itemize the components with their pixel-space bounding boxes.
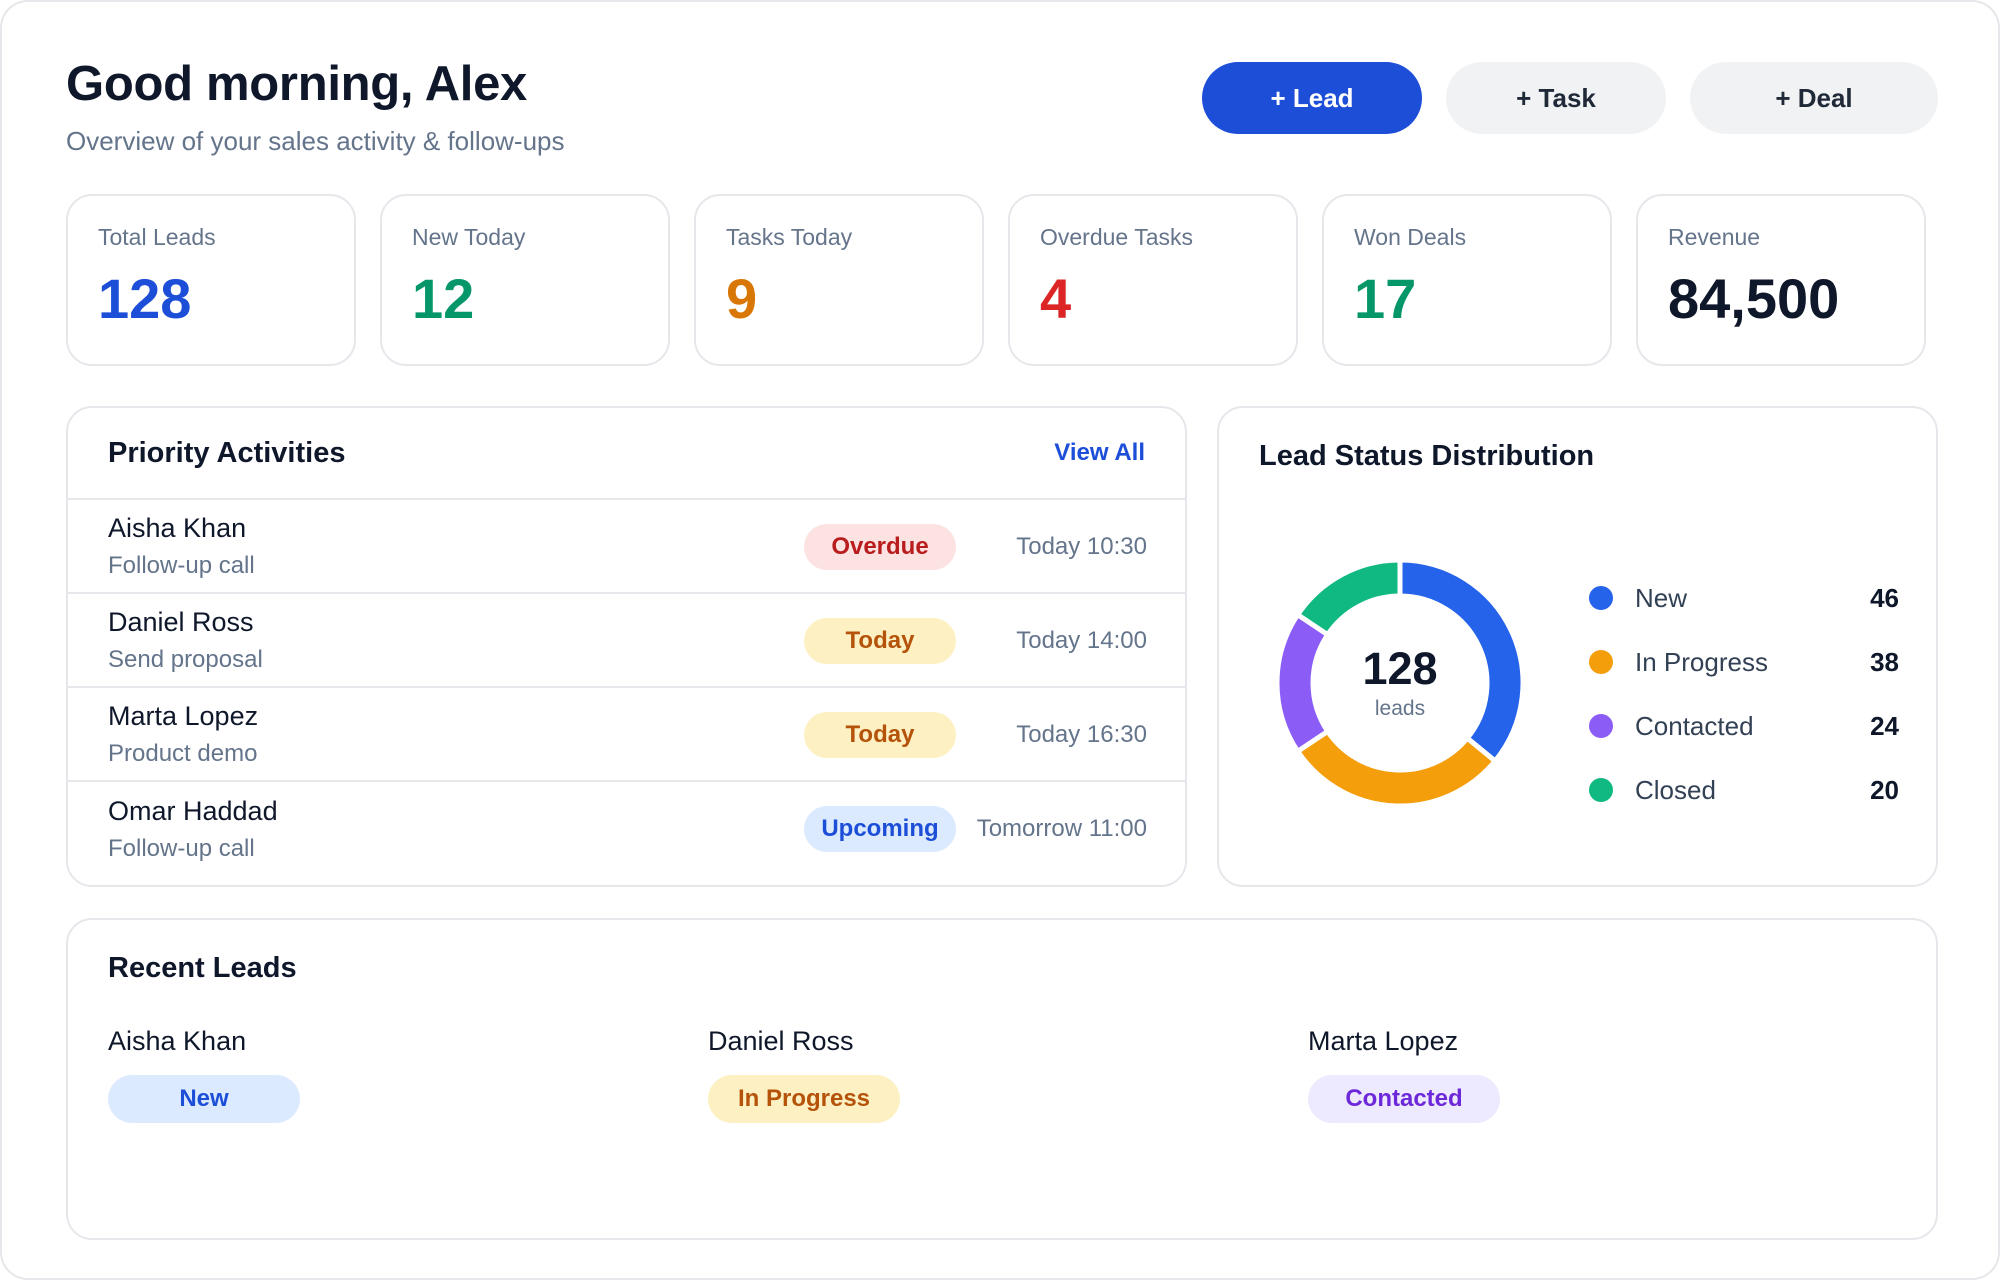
kpi-label: Overdue Tasks [1040, 224, 1193, 250]
activity-time: Today 16:30 [1016, 721, 1147, 748]
donut-unit: leads [1374, 696, 1426, 720]
donut-segment-new [1397, 558, 1525, 765]
kpi-value: 84,500 [1668, 267, 1840, 330]
kpi-label: Tasks Today [726, 224, 853, 250]
kpi-value: 4 [1040, 267, 1072, 330]
status-badge: Upcoming [804, 806, 956, 852]
kpi-card-won-deals[interactable]: Won Deals 17 [1322, 194, 1612, 366]
kpi-value: 12 [412, 267, 475, 330]
activity-description: Send proposal [108, 645, 263, 673]
legend-label: Contacted [1635, 710, 1754, 741]
legend-value: 24 [1870, 710, 1899, 741]
activity-info: Omar Haddad Follow-up call [108, 796, 1145, 863]
activity-row[interactable]: Aisha Khan Follow-up call Overdue Today … [68, 500, 1185, 594]
chart-legend: New 46 In Progress 38 Contacted 24 Close… [1589, 566, 1899, 822]
kpi-card-revenue[interactable]: Revenue 84,500 [1636, 194, 1926, 366]
activity-contact-name: Aisha Khan [108, 512, 247, 543]
kpi-label: Total Leads [98, 224, 216, 250]
lead-status-badge: Contacted [1308, 1075, 1500, 1123]
lead-status-badge: New [108, 1075, 300, 1123]
activity-description: Follow-up call [108, 834, 255, 862]
lead-status-distribution-panel: Lead Status Distribution 128 leads New 4… [1217, 406, 1938, 887]
activity-contact-name: Omar Haddad [108, 795, 278, 826]
lead-card[interactable]: Aisha Khan New [108, 1026, 300, 1123]
kpi-card-overdue-tasks[interactable]: Overdue Tasks 4 [1008, 194, 1298, 366]
priority-activities-panel: Priority Activities View All Aisha Khan … [66, 406, 1187, 887]
legend-item-closed: Closed 20 [1589, 758, 1899, 822]
page-title: Good morning, Alex [66, 57, 528, 111]
kpi-value: 9 [726, 267, 758, 330]
status-badge: Overdue [804, 524, 956, 570]
legend-value: 20 [1870, 774, 1899, 805]
legend-item-new: New 46 [1589, 566, 1899, 630]
legend-value: 38 [1870, 646, 1899, 677]
quick-actions: + Lead + Task + Deal [1202, 62, 1938, 134]
kpi-label: New Today [412, 224, 526, 250]
donut-segment-closed [1294, 558, 1403, 639]
activity-description: Follow-up call [108, 551, 255, 579]
lead-status-badge: In Progress [708, 1075, 900, 1123]
lead-name: Daniel Ross [708, 1026, 854, 1056]
view-all-link[interactable]: View All [1054, 439, 1145, 466]
legend-item-contacted: Contacted 24 [1589, 694, 1899, 758]
activity-contact-name: Marta Lopez [108, 700, 259, 731]
legend-dot [1589, 586, 1613, 610]
kpi-label: Won Deals [1354, 224, 1467, 250]
kpi-label: Revenue [1668, 224, 1761, 250]
activity-info: Marta Lopez Product demo [108, 701, 1145, 768]
kpi-card-new-today[interactable]: New Today 12 [380, 194, 670, 366]
legend-dot [1589, 778, 1613, 802]
page-subtitle: Overview of your sales activity & follow… [66, 126, 565, 156]
activity-time: Tomorrow 11:00 [976, 815, 1147, 842]
activity-info: Daniel Ross Send proposal [108, 607, 1145, 674]
legend-label: In Progress [1635, 646, 1768, 677]
activity-row[interactable]: Daniel Ross Send proposal Today Today 14… [68, 594, 1185, 688]
add-lead-button[interactable]: + Lead [1202, 62, 1422, 134]
lead-name: Aisha Khan [108, 1026, 247, 1056]
activity-row[interactable]: Omar Haddad Follow-up call Upcoming Tomo… [68, 782, 1185, 876]
recent-leads-panel: Recent Leads Aisha Khan New Daniel Ross … [66, 918, 1938, 1240]
lead-name: Marta Lopez [1308, 1026, 1459, 1056]
kpi-value: 17 [1354, 267, 1417, 330]
panel-title: Priority Activities [108, 436, 346, 469]
panel-title: Lead Status Distribution [1259, 440, 1595, 472]
legend-value: 46 [1870, 582, 1899, 613]
kpi-card-total-leads[interactable]: Total Leads 128 [66, 194, 356, 366]
activity-time: Today 10:30 [1016, 533, 1147, 560]
activity-row[interactable]: Marta Lopez Product demo Today Today 16:… [68, 688, 1185, 782]
activity-info: Aisha Khan Follow-up call [108, 513, 1145, 580]
kpi-value: 128 [98, 267, 192, 330]
activity-description: Product demo [108, 739, 258, 767]
page-header: Good morning, Alex Overview of your sale… [66, 56, 565, 157]
legend-label: New [1635, 582, 1688, 613]
legend-item-in-progress: In Progress 38 [1589, 630, 1899, 694]
status-badge: Today [804, 618, 956, 664]
legend-dot [1589, 714, 1613, 738]
donut-center: 128 leads [1275, 558, 1525, 808]
activity-time: Today 14:00 [1016, 627, 1147, 654]
status-badge: Today [804, 712, 956, 758]
lead-card[interactable]: Daniel Ross In Progress [708, 1026, 900, 1123]
add-deal-button[interactable]: + Deal [1690, 62, 1938, 134]
panel-title: Recent Leads [108, 952, 297, 984]
panel-header: Priority Activities View All [68, 408, 1185, 500]
kpi-card-tasks-today[interactable]: Tasks Today 9 [694, 194, 984, 366]
lead-card[interactable]: Marta Lopez Contacted [1308, 1026, 1500, 1123]
legend-label: Closed [1635, 774, 1716, 805]
donut-chart [1275, 558, 1525, 808]
kpi-cards: Total Leads 128 New Today 12 Tasks Today… [66, 194, 1926, 366]
legend-dot [1589, 650, 1613, 674]
donut-total: 128 [1362, 642, 1438, 694]
add-task-button[interactable]: + Task [1446, 62, 1666, 134]
activity-contact-name: Daniel Ross [108, 606, 254, 637]
